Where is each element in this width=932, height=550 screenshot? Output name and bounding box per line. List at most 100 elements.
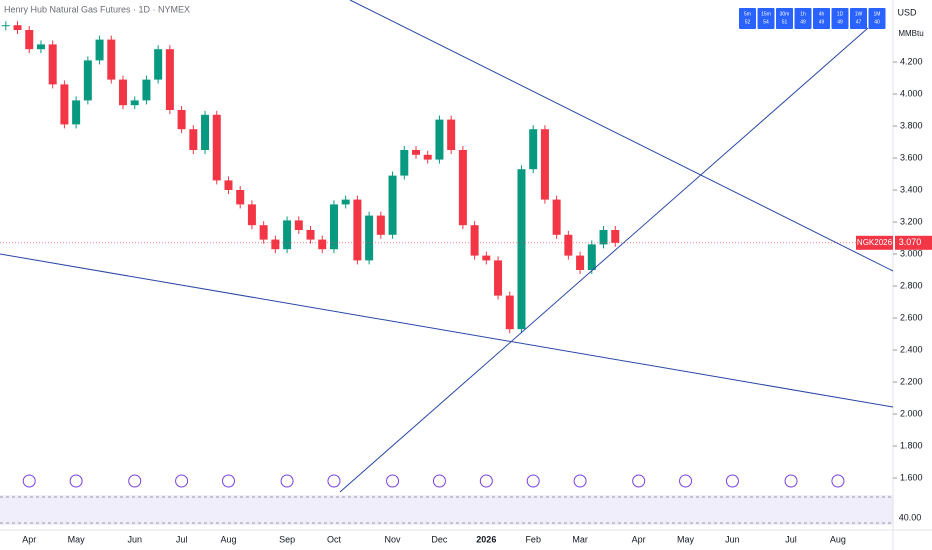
candle	[236, 190, 245, 205]
symbol-tag	[856, 235, 893, 250]
timeframe-button[interactable]	[776, 8, 793, 29]
candle	[365, 215, 374, 261]
timeframe-button[interactable]	[794, 8, 812, 29]
candle	[353, 199, 362, 261]
timeframe-button[interactable]	[831, 8, 849, 29]
candle	[259, 225, 268, 240]
candle	[388, 175, 397, 235]
timeframe-value: 54	[763, 19, 769, 25]
price-label: 3.070	[899, 237, 922, 247]
event-icon	[632, 474, 646, 488]
timeframe-button[interactable]	[757, 8, 775, 29]
candle	[341, 199, 350, 205]
candle	[201, 114, 210, 150]
candle	[119, 79, 127, 106]
candle	[224, 180, 233, 190]
x-tick-label: Sep	[279, 534, 295, 544]
candle	[423, 154, 432, 160]
x-tick-label: Nov	[385, 534, 402, 544]
y-tick-label: 3.000	[900, 248, 923, 258]
marks: 1.600 1.800 2.000 2.200 2.400 2.600 2.800 3.000…	[0, 21, 923, 544]
y-tick-label: 2.200	[900, 376, 923, 386]
candle	[576, 255, 585, 270]
x-tick-label: Jun	[127, 534, 142, 544]
candle	[552, 199, 561, 235]
candle	[189, 129, 198, 150]
candle	[447, 119, 456, 150]
timeframe-name: 15m	[761, 11, 771, 17]
timeframe-value: 49	[800, 19, 806, 25]
candle	[177, 110, 186, 130]
y-tick-label: 1.600	[900, 472, 923, 482]
timeframe-button[interactable]	[813, 8, 830, 29]
candle	[1, 25, 10, 27]
y-tick-label: 3.200	[900, 216, 923, 226]
event-icon	[221, 474, 235, 488]
candle	[60, 84, 69, 125]
timeframe-button[interactable]	[850, 8, 867, 29]
candle	[412, 150, 420, 155]
candle	[482, 255, 491, 261]
y-tick-label: 1.800	[900, 440, 923, 450]
candle	[142, 79, 151, 101]
event-icon	[22, 474, 36, 488]
x-tick-label: Dec	[431, 534, 448, 544]
candle	[212, 114, 221, 181]
candle	[470, 225, 479, 256]
candle	[318, 239, 327, 250]
x-tick-label: Oct	[327, 534, 342, 544]
candle	[283, 220, 292, 250]
rsi-band	[0, 495, 893, 525]
y-tick-label: 3.600	[900, 152, 923, 162]
x-tick-label: May	[677, 534, 695, 544]
event-icon	[831, 474, 845, 488]
candle	[494, 260, 503, 296]
timeframe-value: 52	[745, 19, 751, 25]
trendline	[339, 27, 869, 493]
event-icon	[69, 474, 83, 488]
candle	[517, 169, 526, 330]
candle	[564, 234, 573, 256]
timeframe-name: 1M	[874, 11, 881, 17]
x-tick-label: Mar	[572, 534, 588, 544]
candle	[130, 100, 139, 106]
candle	[458, 150, 467, 226]
y-tick-label: 2.800	[900, 280, 923, 290]
event-icon	[725, 474, 739, 488]
timeframe-button[interactable]	[739, 8, 756, 29]
x-tick-label: Jul	[785, 534, 797, 544]
y-tick-label: 3.800	[900, 120, 923, 130]
event-icon	[386, 474, 400, 488]
event-icon	[573, 474, 587, 488]
timeframe-name: 30m	[780, 11, 790, 17]
candle	[400, 150, 409, 176]
candle	[247, 204, 256, 226]
candle	[435, 119, 444, 160]
y-tick-label: 4.000	[900, 88, 923, 98]
candle	[599, 230, 608, 245]
event-icon	[128, 474, 142, 488]
candle	[83, 60, 92, 101]
candle	[271, 239, 280, 250]
chart-title: Henry Hub Natural Gas Futures · 1D · NYM…	[4, 4, 190, 14]
timeframe-button[interactable]	[868, 8, 886, 29]
candle	[294, 220, 303, 230]
candle	[587, 244, 596, 270]
x-tick-label: Aug	[220, 534, 236, 544]
candle	[107, 39, 116, 80]
candle	[306, 230, 315, 240]
rsi-label: 40.00	[899, 512, 922, 522]
timeframe-value: 40	[874, 19, 880, 25]
candle	[95, 39, 104, 61]
x-tick-label: Aug	[830, 534, 846, 544]
x-tick-label: Jun	[725, 534, 740, 544]
candle	[529, 129, 538, 170]
event-icon	[175, 474, 189, 488]
timeframe-name: 5m	[744, 11, 751, 17]
x-tick-label: Apr	[22, 534, 36, 544]
event-icon	[432, 474, 446, 488]
candle	[165, 49, 174, 110]
currency: USD	[897, 7, 917, 17]
